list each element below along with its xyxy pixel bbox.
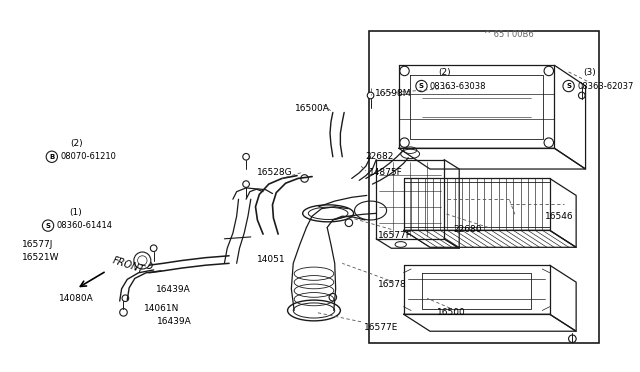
Bar [369,31,599,343]
Text: 16577F: 16577F [378,231,412,240]
Circle shape [146,262,152,269]
Text: 16577J: 16577J [22,240,53,249]
Circle shape [579,92,585,99]
Text: 14875F: 14875F [369,168,403,177]
Text: S: S [45,222,51,229]
Text: 16500: 16500 [436,308,465,317]
Circle shape [568,335,576,343]
Circle shape [367,92,374,99]
Text: 22682: 22682 [366,152,394,161]
Text: B: B [49,154,54,160]
Circle shape [42,220,54,231]
Text: S: S [566,83,571,89]
Circle shape [120,309,127,316]
Circle shape [345,219,353,227]
Text: (2): (2) [438,68,451,77]
Text: FRONT: FRONT [111,255,146,275]
Circle shape [563,80,574,92]
Circle shape [416,80,427,92]
Text: 16598M: 16598M [375,89,412,98]
Circle shape [243,154,250,160]
Text: (1): (1) [68,208,81,217]
Text: 16500A: 16500A [295,104,330,113]
Text: 16439A: 16439A [156,285,190,294]
Text: (2): (2) [70,139,83,148]
Circle shape [134,252,151,269]
Circle shape [569,336,575,342]
Circle shape [243,181,250,187]
Text: 16528G: 16528G [257,168,293,177]
Circle shape [301,175,308,182]
Text: 16521W: 16521W [22,253,59,262]
Text: 14051: 14051 [257,255,286,264]
Circle shape [122,295,129,302]
Text: 16546: 16546 [545,212,573,221]
Text: 22680: 22680 [454,225,482,234]
Text: 16577E: 16577E [364,323,398,332]
Text: (3): (3) [584,68,596,77]
Circle shape [150,245,157,251]
Text: 14061N: 14061N [144,304,180,313]
Circle shape [400,66,409,76]
Circle shape [544,138,554,147]
Circle shape [400,138,409,147]
Text: 14080A: 14080A [60,294,94,303]
Text: 08363-62037: 08363-62037 [577,81,634,90]
Text: 08363-63038: 08363-63038 [430,81,486,90]
Text: 16439A: 16439A [157,317,192,326]
Text: ^ 65 I 00B6: ^ 65 I 00B6 [484,30,534,39]
Text: 08070-61210: 08070-61210 [60,152,116,161]
Circle shape [46,151,58,163]
Circle shape [329,294,337,301]
Text: 16578: 16578 [378,280,407,289]
Text: S: S [419,83,424,89]
Circle shape [544,66,554,76]
Text: 08360-61414: 08360-61414 [56,221,113,230]
